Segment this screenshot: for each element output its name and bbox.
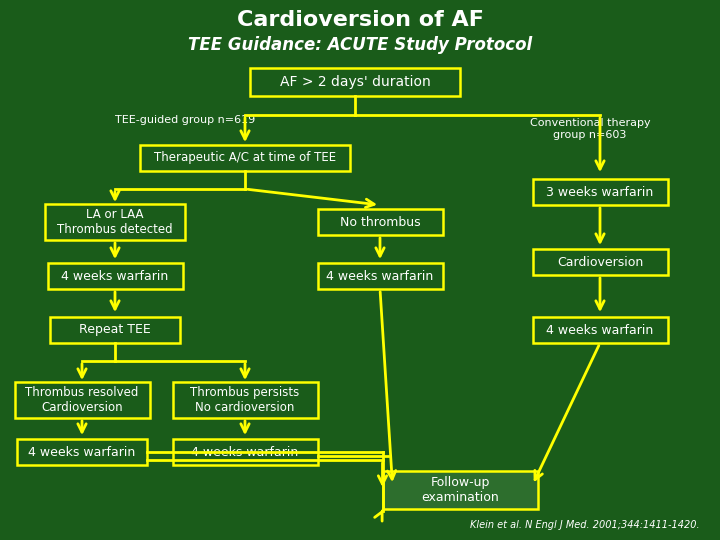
Text: Repeat TEE: Repeat TEE <box>79 323 151 336</box>
Text: 3 weeks warfarin: 3 weeks warfarin <box>546 186 654 199</box>
Text: Cardioversion of AF: Cardioversion of AF <box>237 10 483 30</box>
FancyBboxPatch shape <box>50 317 180 343</box>
FancyBboxPatch shape <box>533 179 667 205</box>
Text: 4 weeks warfarin: 4 weeks warfarin <box>28 446 135 458</box>
Text: 4 weeks warfarin: 4 weeks warfarin <box>61 269 168 282</box>
FancyBboxPatch shape <box>382 471 538 509</box>
Text: AF > 2 days' duration: AF > 2 days' duration <box>279 75 431 89</box>
FancyBboxPatch shape <box>318 263 443 289</box>
FancyBboxPatch shape <box>533 249 667 275</box>
Text: No thrombus: No thrombus <box>340 215 420 228</box>
FancyBboxPatch shape <box>173 439 318 465</box>
Text: Follow-up
examination: Follow-up examination <box>421 476 499 504</box>
Text: 4 weeks warfarin: 4 weeks warfarin <box>326 269 433 282</box>
Text: TEE-guided group n=619: TEE-guided group n=619 <box>115 115 256 125</box>
Text: 4 weeks warfarin: 4 weeks warfarin <box>192 446 299 458</box>
FancyBboxPatch shape <box>45 204 185 240</box>
Text: Klein et al. N Engl J Med. 2001;344:1411-1420.: Klein et al. N Engl J Med. 2001;344:1411… <box>470 520 700 530</box>
Text: Therapeutic A/C at time of TEE: Therapeutic A/C at time of TEE <box>154 152 336 165</box>
FancyBboxPatch shape <box>173 382 318 418</box>
Text: Thrombus resolved
Cardioversion: Thrombus resolved Cardioversion <box>25 386 139 414</box>
FancyBboxPatch shape <box>140 145 350 171</box>
Text: Conventional therapy
group n=603: Conventional therapy group n=603 <box>530 118 650 140</box>
Text: Cardioversion: Cardioversion <box>557 255 643 268</box>
Text: LA or LAA
Thrombus detected: LA or LAA Thrombus detected <box>57 208 173 236</box>
Text: TEE Guidance: ACUTE Study Protocol: TEE Guidance: ACUTE Study Protocol <box>188 36 532 54</box>
FancyBboxPatch shape <box>533 317 667 343</box>
Text: 4 weeks warfarin: 4 weeks warfarin <box>546 323 654 336</box>
FancyBboxPatch shape <box>14 382 150 418</box>
Text: Thrombus persists
No cardioversion: Thrombus persists No cardioversion <box>190 386 300 414</box>
FancyBboxPatch shape <box>250 68 460 96</box>
FancyBboxPatch shape <box>318 209 443 235</box>
FancyBboxPatch shape <box>48 263 182 289</box>
FancyBboxPatch shape <box>17 439 147 465</box>
